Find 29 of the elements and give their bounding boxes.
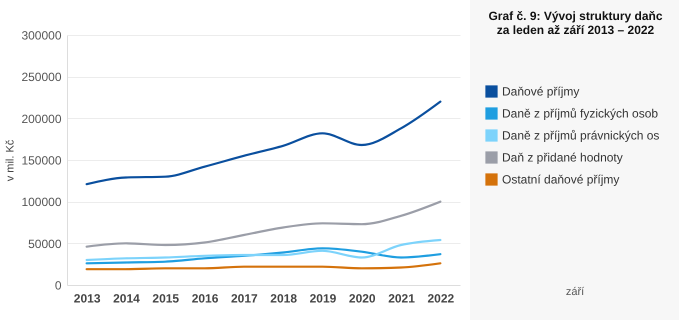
x-tick-label: 2020 — [348, 292, 376, 306]
x-tick-label: 2015 — [152, 292, 180, 306]
y-axis-title: v mil. Kč — [4, 139, 16, 182]
x-tick-label: 2022 — [428, 292, 455, 306]
y-tick-label: 300000 — [21, 28, 62, 42]
x-tick-label: 2016 — [192, 292, 219, 306]
y-tick-label: 150000 — [21, 154, 62, 168]
x-tick-label: 2019 — [310, 292, 337, 306]
x-tick-label: 2021 — [388, 292, 416, 306]
legend-label: Ostatní daňové příjmy — [502, 172, 620, 186]
legend-label: Daně z příjmů právnických os — [502, 128, 660, 142]
y-tick-label: 200000 — [21, 112, 62, 126]
text: Graf č. 9: Vývoj struktury daňc za leden až září 2013 – 2022 — [488, 9, 663, 37]
x-tick-label: 2014 — [113, 292, 140, 306]
legend-label: Daně z příjmů fyzických osob — [502, 106, 658, 120]
y-tick-label: 50000 — [28, 236, 62, 251]
y-tick-label: 250000 — [21, 70, 62, 84]
line-series — [86, 100, 442, 186]
line-series — [86, 238, 442, 262]
x-tick-label: 2013 — [74, 292, 101, 306]
y-tick-label: 100000 — [21, 195, 62, 210]
line-series — [86, 247, 442, 264]
legend-label: Daň z přidané hodnoty — [502, 150, 623, 164]
text: září — [566, 286, 586, 298]
x-tick-label: 2017 — [231, 292, 258, 306]
line-series — [86, 200, 442, 248]
y-tick-label: 0 — [54, 278, 62, 292]
x-tick-label: 2018 — [270, 292, 298, 306]
legend-label: Daňové příjmy — [502, 84, 580, 98]
